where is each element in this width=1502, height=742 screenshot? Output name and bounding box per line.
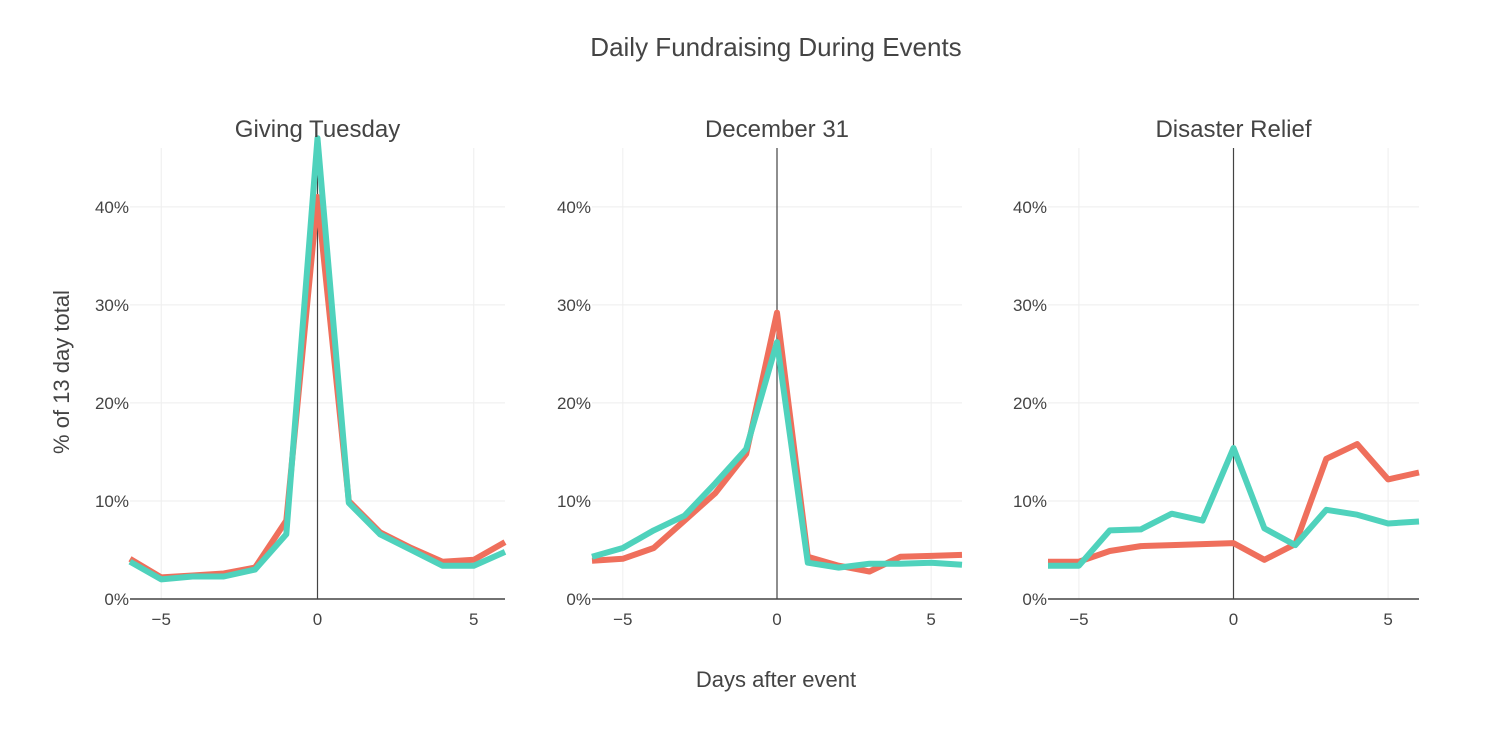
x-tick-label: −5 (613, 610, 632, 629)
y-tick-label: 0% (104, 590, 129, 609)
series-line-2 (128, 135, 507, 583)
panel-3: −5 0 5 0% 10% 20% 30% 40% Disaster Relief (1013, 116, 1420, 629)
x-tick-label: 0 (772, 610, 781, 629)
y-tick-label: 30% (557, 296, 591, 315)
x-tick-label: −5 (152, 610, 171, 629)
y-axis-title: % of 13 day total (49, 290, 74, 454)
y-tick-label: 30% (95, 296, 129, 315)
x-tick-label: 5 (1383, 610, 1392, 629)
series-line-1 (1048, 441, 1420, 565)
panel-2: −5 0 5 0% 10% 20% 30% 40% December 31 (557, 116, 963, 629)
x-tick-label: −5 (1069, 610, 1088, 629)
y-tick-label: 20% (1013, 394, 1047, 413)
panel-title: December 31 (705, 116, 849, 143)
y-tick-label: 10% (557, 492, 591, 511)
x-tick-label: 0 (313, 610, 322, 629)
chart-title: Daily Fundraising During Events (590, 32, 962, 62)
panel-title: Disaster Relief (1155, 116, 1311, 143)
series-line-2 (1048, 445, 1420, 569)
y-tick-label: 30% (1013, 296, 1047, 315)
y-tick-label: 10% (1013, 492, 1047, 511)
x-tick-label: 5 (469, 610, 478, 629)
series-line-1 (591, 309, 963, 575)
panel-1: −5 0 5 0% 10% 20% 30% 40% Giving Tuesday (95, 116, 507, 629)
y-tick-label: 40% (95, 198, 129, 217)
x-tick-label: 0 (1229, 610, 1238, 629)
y-tick-label: 20% (557, 394, 591, 413)
y-tick-label: 0% (566, 590, 591, 609)
series-line-2 (591, 339, 963, 571)
y-tick-label: 40% (1013, 198, 1047, 217)
y-tick-label: 10% (95, 492, 129, 511)
y-tick-label: 40% (557, 198, 591, 217)
panel-title: Giving Tuesday (235, 116, 400, 143)
y-tick-label: 20% (95, 394, 129, 413)
x-axis-title: Days after event (695, 667, 857, 692)
x-tick-label: 5 (926, 610, 935, 629)
y-tick-label: 0% (1022, 590, 1047, 609)
